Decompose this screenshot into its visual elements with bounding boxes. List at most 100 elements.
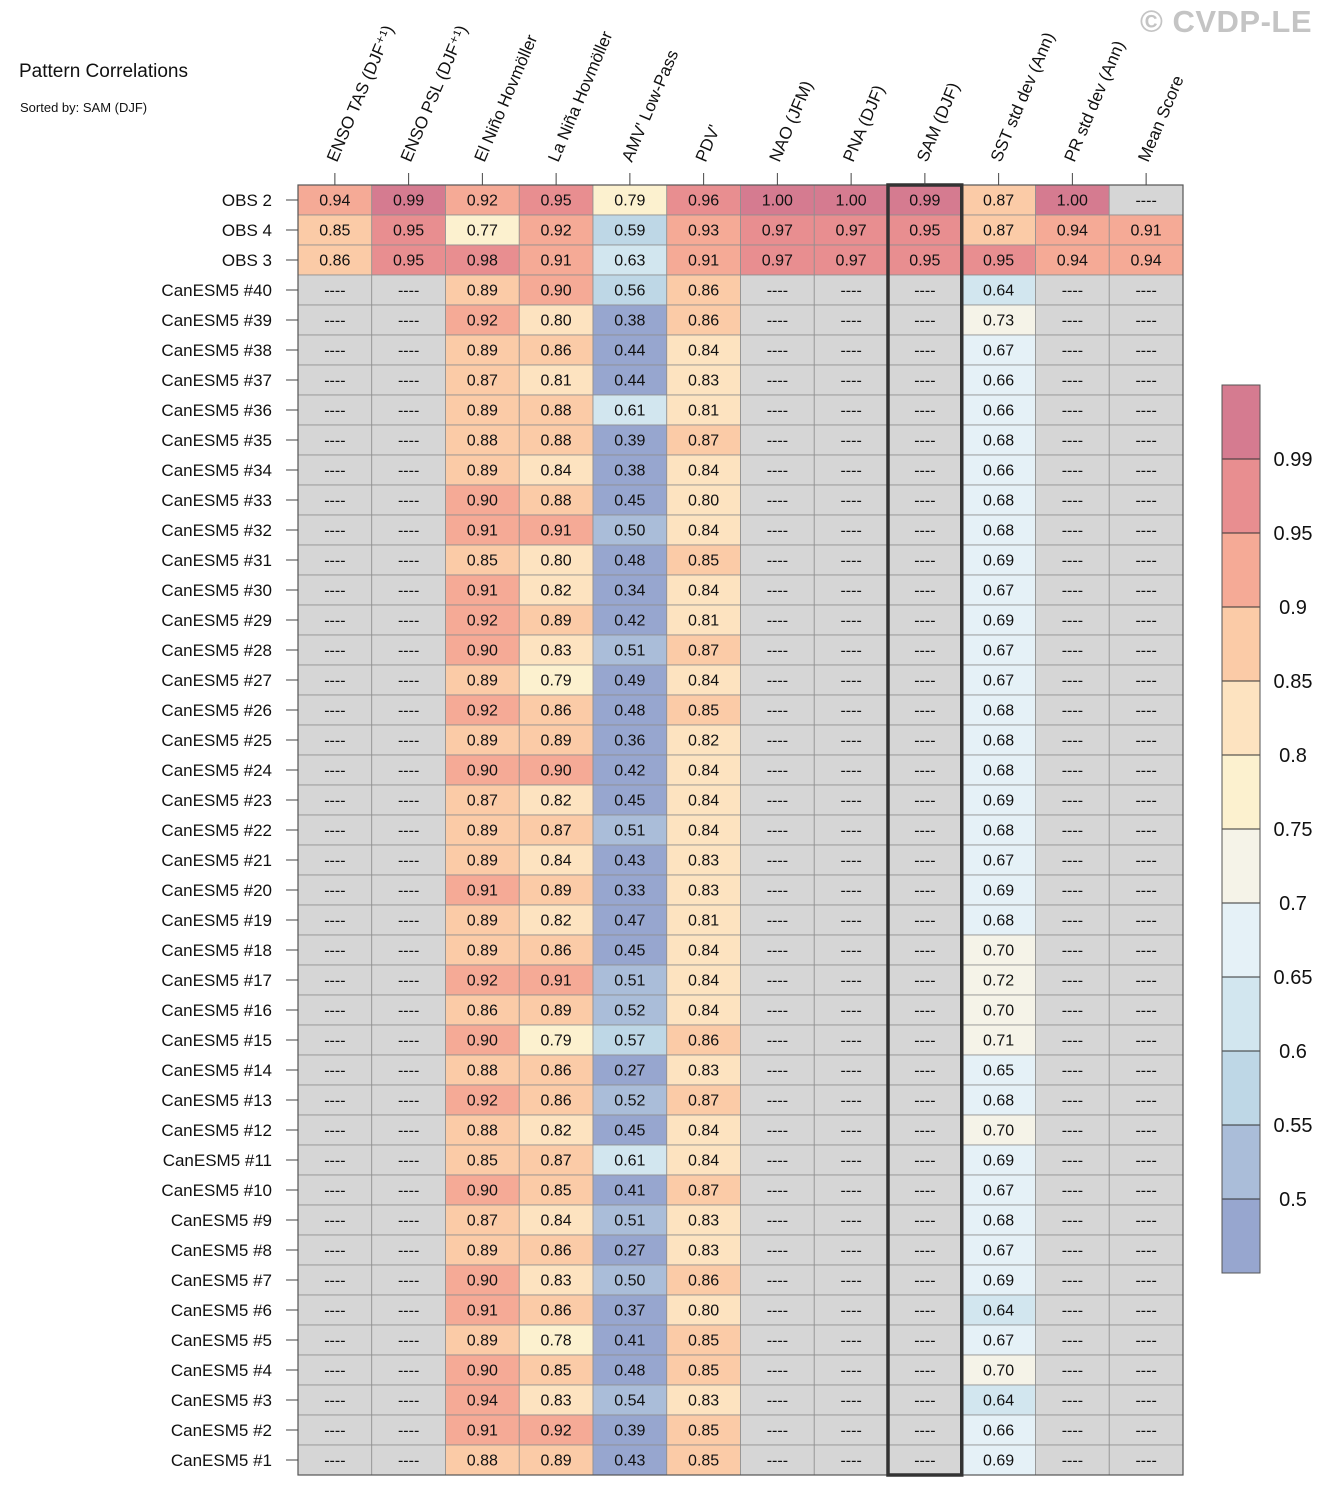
cell-value: ---- — [1062, 1453, 1083, 1470]
cell-value: ---- — [840, 913, 861, 930]
row-label: CanESM5 #10 — [161, 1181, 272, 1200]
row-label: CanESM5 #6 — [171, 1301, 272, 1320]
cell-value: ---- — [1062, 733, 1083, 750]
colorbar-swatch — [1222, 607, 1260, 681]
cell — [887, 1144, 963, 1176]
cell-value: 0.37 — [614, 1303, 645, 1320]
cell — [1035, 964, 1110, 996]
cell — [887, 1354, 963, 1386]
cell — [371, 214, 446, 246]
cell-value: ---- — [914, 1453, 935, 1470]
cell — [666, 1414, 741, 1446]
cell — [1108, 1084, 1184, 1116]
cell-value: ---- — [398, 1273, 419, 1290]
cell-value: ---- — [324, 703, 345, 720]
cell-value: ---- — [398, 583, 419, 600]
cell — [518, 304, 594, 336]
cell — [666, 634, 741, 666]
cell-value: ---- — [767, 973, 788, 990]
cell-value: ---- — [1062, 913, 1083, 930]
cell — [518, 274, 594, 306]
cell-value: 0.90 — [467, 763, 498, 780]
cell-value: 0.70 — [983, 1123, 1014, 1140]
cell — [740, 1444, 815, 1476]
cell — [961, 904, 1036, 936]
cell — [666, 574, 741, 606]
cell — [518, 634, 594, 666]
row-label: CanESM5 #31 — [161, 551, 272, 570]
cell-value: 0.91 — [541, 973, 572, 990]
cell-value: 0.66 — [983, 463, 1014, 480]
cell — [445, 1174, 520, 1206]
cell — [1035, 754, 1110, 786]
cell — [740, 1204, 815, 1236]
cell — [445, 634, 520, 666]
cell-value: ---- — [324, 1273, 345, 1290]
cell-value: 0.63 — [614, 253, 645, 270]
cell — [666, 304, 741, 336]
cell-value: ---- — [1062, 1153, 1083, 1170]
cell — [813, 424, 889, 456]
cell-value: ---- — [398, 373, 419, 390]
cell-value: 0.89 — [467, 943, 498, 960]
cell-value: 0.66 — [983, 373, 1014, 390]
cell — [666, 964, 741, 996]
cell-value: ---- — [840, 1183, 861, 1200]
cell-value: 0.85 — [541, 1363, 572, 1380]
cell — [813, 544, 889, 576]
cell-value: 0.94 — [1057, 253, 1088, 270]
row-label: CanESM5 #29 — [161, 611, 272, 630]
cell-value: ---- — [324, 1153, 345, 1170]
cell-value: ---- — [398, 793, 419, 810]
cell-value: ---- — [1135, 613, 1156, 630]
cell-value: 0.92 — [541, 1423, 572, 1440]
cell-value: 0.88 — [467, 1063, 498, 1080]
cell-value: 0.87 — [688, 1093, 719, 1110]
cell-value: ---- — [767, 763, 788, 780]
cell — [592, 424, 668, 456]
cell — [961, 304, 1036, 336]
cell — [961, 1384, 1036, 1416]
cell — [371, 1114, 446, 1146]
cell — [518, 664, 594, 696]
cell-value: 0.89 — [467, 1243, 498, 1260]
cell — [518, 754, 594, 786]
cell-value: ---- — [324, 553, 345, 570]
cell-value: ---- — [840, 733, 861, 750]
cell-value: ---- — [914, 1303, 935, 1320]
cell-value: ---- — [398, 973, 419, 990]
cell — [518, 1234, 594, 1266]
cell-value: ---- — [840, 943, 861, 960]
cell — [887, 1414, 963, 1446]
cell — [813, 304, 889, 336]
cell-value: ---- — [398, 1393, 419, 1410]
cell-value: 0.51 — [614, 973, 645, 990]
cell-value: 0.70 — [983, 943, 1014, 960]
cell-value: ---- — [840, 283, 861, 300]
colorbar-label: 0.6 — [1279, 1041, 1307, 1063]
cell-value: 0.87 — [541, 823, 572, 840]
cell — [961, 604, 1036, 636]
cell — [518, 514, 594, 546]
cell — [1108, 484, 1184, 516]
cell-value: ---- — [324, 913, 345, 930]
cell-value: ---- — [1135, 1393, 1156, 1410]
cell — [813, 784, 889, 816]
cell-value: ---- — [914, 493, 935, 510]
cell-value: 0.88 — [467, 433, 498, 450]
cell — [887, 964, 963, 996]
cell-value: 0.83 — [688, 883, 719, 900]
cell-value: ---- — [398, 1363, 419, 1380]
cell — [297, 1294, 373, 1326]
cell-value: ---- — [840, 313, 861, 330]
cell — [887, 1114, 963, 1146]
cell-value: ---- — [840, 1333, 861, 1350]
cell-value: ---- — [1135, 1243, 1156, 1260]
cell-value: ---- — [914, 1033, 935, 1050]
cell-value: 0.94 — [319, 193, 350, 210]
cell-value: ---- — [1062, 1093, 1083, 1110]
cell — [1035, 904, 1110, 936]
cell-value: 0.51 — [614, 823, 645, 840]
column-label-pr-std-dev-ann: PR std dev (Ann) — [1061, 38, 1129, 165]
cell — [297, 784, 373, 816]
